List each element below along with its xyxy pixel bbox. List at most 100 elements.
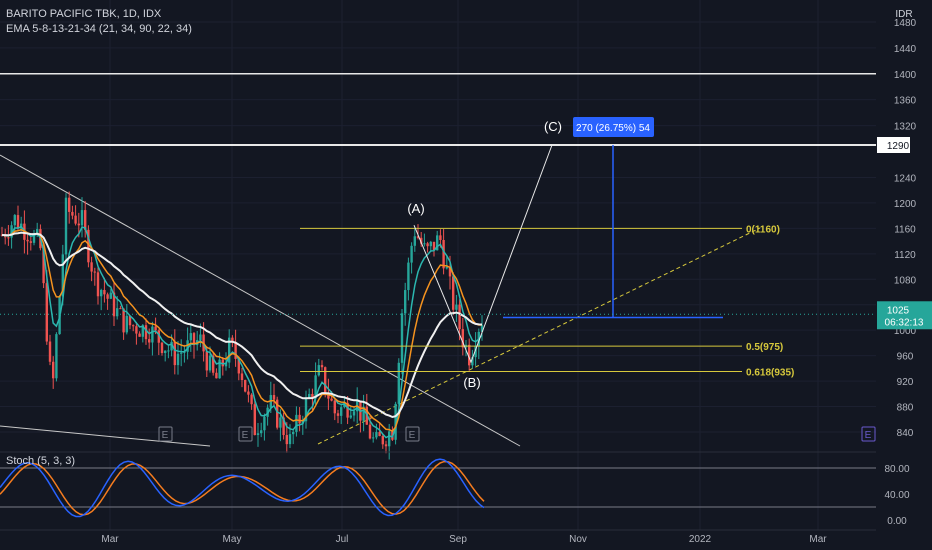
candle-body xyxy=(388,431,391,447)
candle-body xyxy=(77,223,80,226)
candle-body xyxy=(151,326,154,343)
candle-body xyxy=(276,399,279,428)
event-marker xyxy=(405,426,420,442)
candle-body xyxy=(292,431,295,435)
candle-body xyxy=(64,197,68,255)
candle-body xyxy=(48,341,52,362)
candle-body xyxy=(413,236,416,246)
candle-body xyxy=(336,413,340,416)
stoch-legend[interactable]: Stoch (5, 3, 3) xyxy=(6,455,76,467)
time-tick-label: Mar xyxy=(809,534,827,545)
time-tick-label: Sep xyxy=(449,534,467,545)
candle-body xyxy=(410,245,413,263)
price-axis[interactable]: IDR8408809209601000104010801120116012001… xyxy=(876,0,932,550)
measure-badge xyxy=(573,117,654,137)
candle-body xyxy=(199,334,202,341)
event-label: E xyxy=(865,430,872,441)
candle-body xyxy=(212,355,215,373)
candle-body xyxy=(452,276,455,310)
candle-body xyxy=(304,398,308,422)
candle-body xyxy=(215,372,218,379)
price-tick-label: 1240 xyxy=(894,173,917,184)
candle-body xyxy=(26,239,29,242)
candle-body xyxy=(205,351,208,371)
candle-body xyxy=(71,211,74,216)
candle-body xyxy=(381,436,384,445)
stoch-k-line xyxy=(0,458,485,518)
candle-body xyxy=(221,359,224,367)
candle-body xyxy=(10,225,13,238)
candle-body xyxy=(186,340,189,352)
candle-body xyxy=(308,393,311,399)
candle-body xyxy=(138,333,141,337)
candle-body xyxy=(74,215,77,224)
candle-body xyxy=(237,358,240,374)
candle-body xyxy=(279,417,282,428)
currency-label: IDR xyxy=(895,9,912,20)
candle-body xyxy=(394,403,397,440)
symbol-title[interactable]: BARITO PACIFIC TBK, 1D, IDX xyxy=(6,8,162,20)
candle-body xyxy=(349,415,352,418)
candle-body xyxy=(320,365,324,368)
candle-body xyxy=(218,359,221,379)
price-tick-label: 840 xyxy=(897,428,914,439)
price-tick-label: 880 xyxy=(897,403,914,414)
fib-label: 0.618(935) xyxy=(746,368,794,379)
candle-body xyxy=(256,433,260,436)
price-tick-label: 1440 xyxy=(894,44,917,55)
candle-body xyxy=(173,341,176,366)
candle-body xyxy=(109,292,112,299)
candle-body xyxy=(448,267,452,277)
ema-line xyxy=(1,225,483,439)
candle-body xyxy=(90,262,93,272)
candle-body xyxy=(148,339,151,343)
stoch-panel xyxy=(0,451,876,518)
candle-body xyxy=(55,334,58,379)
candle-body xyxy=(263,416,266,431)
candle-body xyxy=(362,406,365,421)
candle-body xyxy=(61,254,64,297)
candle-body xyxy=(32,233,36,243)
candle-body xyxy=(352,411,356,416)
wave-c-label: (C) xyxy=(544,119,562,134)
ema-line xyxy=(1,231,483,419)
time-axis[interactable]: Mar May Jul Sep Nov 2022 Mar xyxy=(0,529,876,545)
candle-body xyxy=(474,345,477,358)
trendlines xyxy=(0,73,876,447)
event-label: E xyxy=(162,430,169,441)
candle-body xyxy=(253,404,256,436)
candle-body xyxy=(244,380,247,392)
candle-body xyxy=(400,313,404,363)
candle-body xyxy=(132,325,135,327)
candle-body xyxy=(164,350,167,354)
candle-body xyxy=(170,341,173,351)
candle-body xyxy=(122,308,125,333)
candle-body xyxy=(189,333,192,341)
candle-body xyxy=(116,308,119,317)
candle-body xyxy=(340,407,343,416)
event-label: E xyxy=(409,430,416,441)
candle-body xyxy=(240,373,244,381)
candle-body xyxy=(368,424,372,439)
candle-body xyxy=(13,215,16,226)
candle-body xyxy=(87,229,90,263)
fib-label: 0(1160) xyxy=(746,224,780,235)
candle-body xyxy=(250,394,253,405)
price-axis-background xyxy=(876,0,932,550)
candle-body xyxy=(224,362,228,367)
candle-body xyxy=(285,435,288,445)
candle-body xyxy=(125,315,128,333)
candle-body xyxy=(407,262,410,291)
time-tick-label: Nov xyxy=(569,534,587,545)
ema-legend[interactable]: EMA 5-8-13-21-34 (21, 34, 90, 22, 34) xyxy=(6,23,192,35)
wave-a-label: (A) xyxy=(407,201,424,216)
price-tick-label: 960 xyxy=(897,352,914,363)
candle-body xyxy=(29,241,32,243)
candle-body xyxy=(314,375,317,399)
event-marker xyxy=(861,426,876,442)
stoch-tick-label: 80.00 xyxy=(884,464,909,475)
candle-body xyxy=(420,237,423,244)
price-tick-label: 1400 xyxy=(894,70,917,81)
